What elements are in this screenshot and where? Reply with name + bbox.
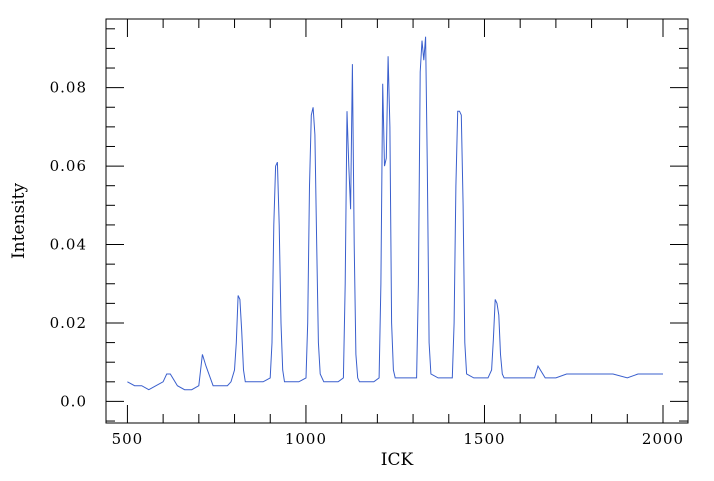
x-tick-label: 2000 (642, 430, 684, 448)
tick-labels: 500 1000 1500 2000 0.0 0.02 0.04 0.06 0.08 (50, 79, 684, 448)
y-tick-label: 0.0 (60, 392, 87, 410)
y-tick-label: 0.08 (50, 79, 87, 97)
y-tick-label: 0.06 (50, 157, 87, 175)
x-tick-label: 1500 (463, 430, 505, 448)
y-tick-label: 0.02 (50, 314, 87, 332)
axis-ticks (106, 19, 688, 423)
x-tick-label: 500 (112, 430, 144, 448)
x-axis-label: ICK (381, 450, 414, 470)
y-axis-label: Intensity (9, 183, 29, 259)
y-tick-label: 0.04 (50, 236, 87, 254)
series-line (127, 36, 663, 391)
plot-frame (105, 18, 689, 424)
x-tick-label: 1000 (285, 430, 327, 448)
